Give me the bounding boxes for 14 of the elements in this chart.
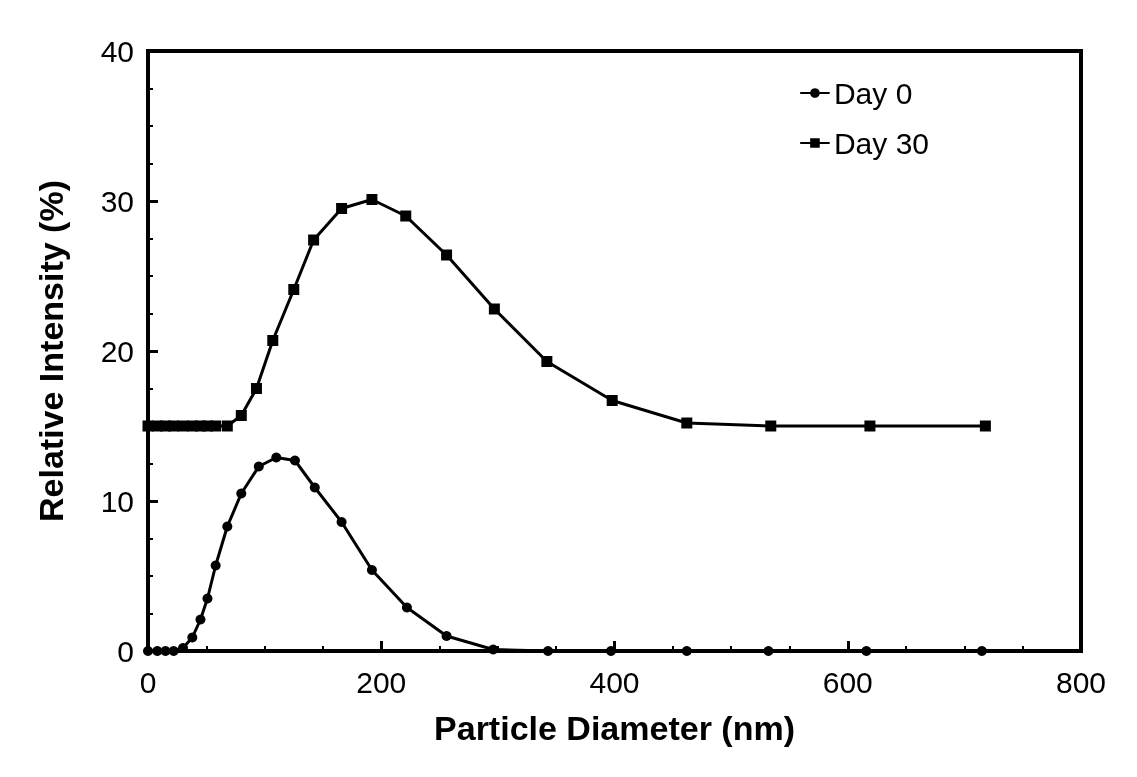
x-tick-label: 800 bbox=[1055, 665, 1107, 699]
x-tick-label: 600 bbox=[822, 665, 873, 699]
x-tick-label: 400 bbox=[589, 665, 640, 699]
legend-label: Day 0 bbox=[833, 76, 913, 110]
y-tick-label: 40 bbox=[100, 34, 134, 68]
y-tick-label: 30 bbox=[100, 184, 134, 218]
x-axis-title: Particle Diameter (nm) bbox=[434, 709, 795, 747]
x-tick-label: 0 bbox=[139, 665, 157, 699]
x-tick-label: 200 bbox=[356, 665, 407, 699]
y-tick-label: 20 bbox=[100, 334, 134, 368]
legend-label: Day 30 bbox=[833, 126, 930, 160]
y-tick-label: 0 bbox=[117, 634, 134, 668]
y-tick-label: 10 bbox=[100, 484, 134, 518]
y-axis-title: Relative Intensity (%) bbox=[32, 180, 70, 522]
